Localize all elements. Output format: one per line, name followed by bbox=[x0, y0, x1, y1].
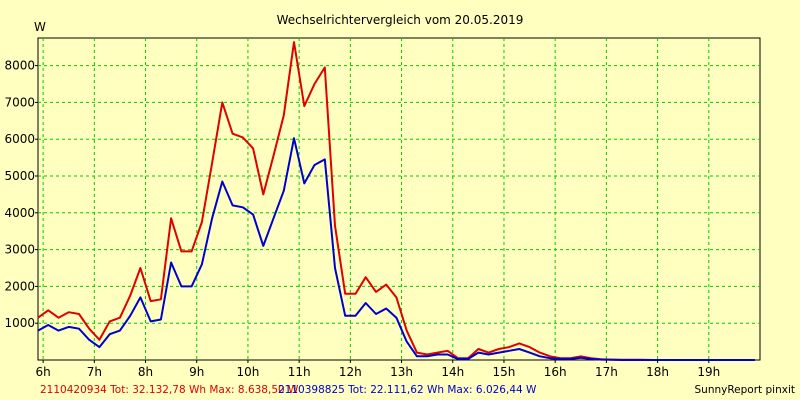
x-axis: 6h 7h 8h 9h 10h 11h 12h 13h 14h 15h 16h 17h 18h 19h bbox=[35, 360, 720, 379]
y-tick-label: 1000 bbox=[4, 316, 35, 330]
y-tick-label: 3000 bbox=[4, 243, 35, 257]
x-tick-label: 10h bbox=[237, 365, 260, 379]
y-tick-label: 7000 bbox=[4, 95, 35, 109]
series-line-2 bbox=[37, 137, 755, 361]
chart-title: Wechselrichtervergleich vom 20.05.2019 bbox=[277, 13, 524, 27]
x-tick-label: 11h bbox=[288, 365, 311, 379]
y-axis-label: W bbox=[34, 20, 46, 34]
series-layer bbox=[37, 41, 755, 361]
footer-credit: SunnyReport pinxit bbox=[695, 384, 795, 396]
y-tick-label: 4000 bbox=[4, 206, 35, 220]
x-tick-label: 12h bbox=[339, 365, 362, 379]
y-tick-label: 8000 bbox=[4, 59, 35, 73]
grid bbox=[38, 38, 760, 360]
x-tick-label: 6h bbox=[35, 365, 50, 379]
y-tick-label: 6000 bbox=[4, 132, 35, 146]
x-tick-label: 14h bbox=[441, 365, 464, 379]
x-tick-label: 13h bbox=[390, 365, 413, 379]
x-tick-label: 9h bbox=[189, 365, 204, 379]
footer-series-1: 2110420934 Tot: 32.132,78 Wh Max: 8.638,… bbox=[40, 384, 299, 396]
y-tick-label: 2000 bbox=[4, 279, 35, 293]
x-tick-label: 19h bbox=[697, 365, 720, 379]
x-tick-label: 15h bbox=[493, 365, 516, 379]
y-axis: 1000 2000 3000 4000 5000 6000 7000 8000 bbox=[4, 59, 38, 330]
x-tick-label: 7h bbox=[87, 365, 102, 379]
x-tick-label: 17h bbox=[595, 365, 618, 379]
footer-series-2: 2110398825 Tot: 22.111,62 Wh Max: 6.026,… bbox=[278, 384, 537, 396]
y-tick-label: 5000 bbox=[4, 169, 35, 183]
x-tick-label: 18h bbox=[646, 365, 669, 379]
x-tick-label: 8h bbox=[138, 365, 153, 379]
x-tick-label: 16h bbox=[544, 365, 567, 379]
